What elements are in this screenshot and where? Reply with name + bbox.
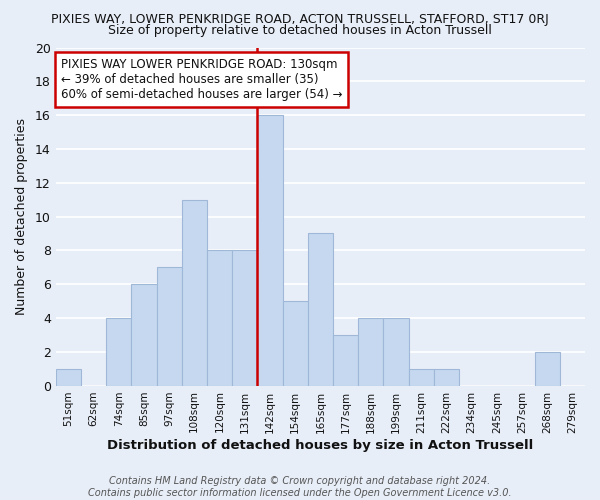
Text: PIXIES WAY, LOWER PENKRIDGE ROAD, ACTON TRUSSELL, STAFFORD, ST17 0RJ: PIXIES WAY, LOWER PENKRIDGE ROAD, ACTON … xyxy=(51,12,549,26)
Text: Contains HM Land Registry data © Crown copyright and database right 2024.
Contai: Contains HM Land Registry data © Crown c… xyxy=(88,476,512,498)
Bar xyxy=(333,335,358,386)
Y-axis label: Number of detached properties: Number of detached properties xyxy=(15,118,28,315)
Bar xyxy=(535,352,560,386)
Text: Size of property relative to detached houses in Acton Trussell: Size of property relative to detached ho… xyxy=(108,24,492,37)
Bar xyxy=(157,267,182,386)
Bar xyxy=(106,318,131,386)
Bar xyxy=(56,368,81,386)
Bar xyxy=(283,301,308,386)
Bar xyxy=(207,250,232,386)
Bar xyxy=(182,200,207,386)
X-axis label: Distribution of detached houses by size in Acton Trussell: Distribution of detached houses by size … xyxy=(107,440,533,452)
Bar xyxy=(434,368,459,386)
Text: PIXIES WAY LOWER PENKRIDGE ROAD: 130sqm
← 39% of detached houses are smaller (35: PIXIES WAY LOWER PENKRIDGE ROAD: 130sqm … xyxy=(61,58,343,100)
Bar xyxy=(131,284,157,386)
Bar xyxy=(383,318,409,386)
Bar xyxy=(257,115,283,386)
Bar xyxy=(358,318,383,386)
Bar xyxy=(308,234,333,386)
Bar xyxy=(409,368,434,386)
Bar xyxy=(232,250,257,386)
